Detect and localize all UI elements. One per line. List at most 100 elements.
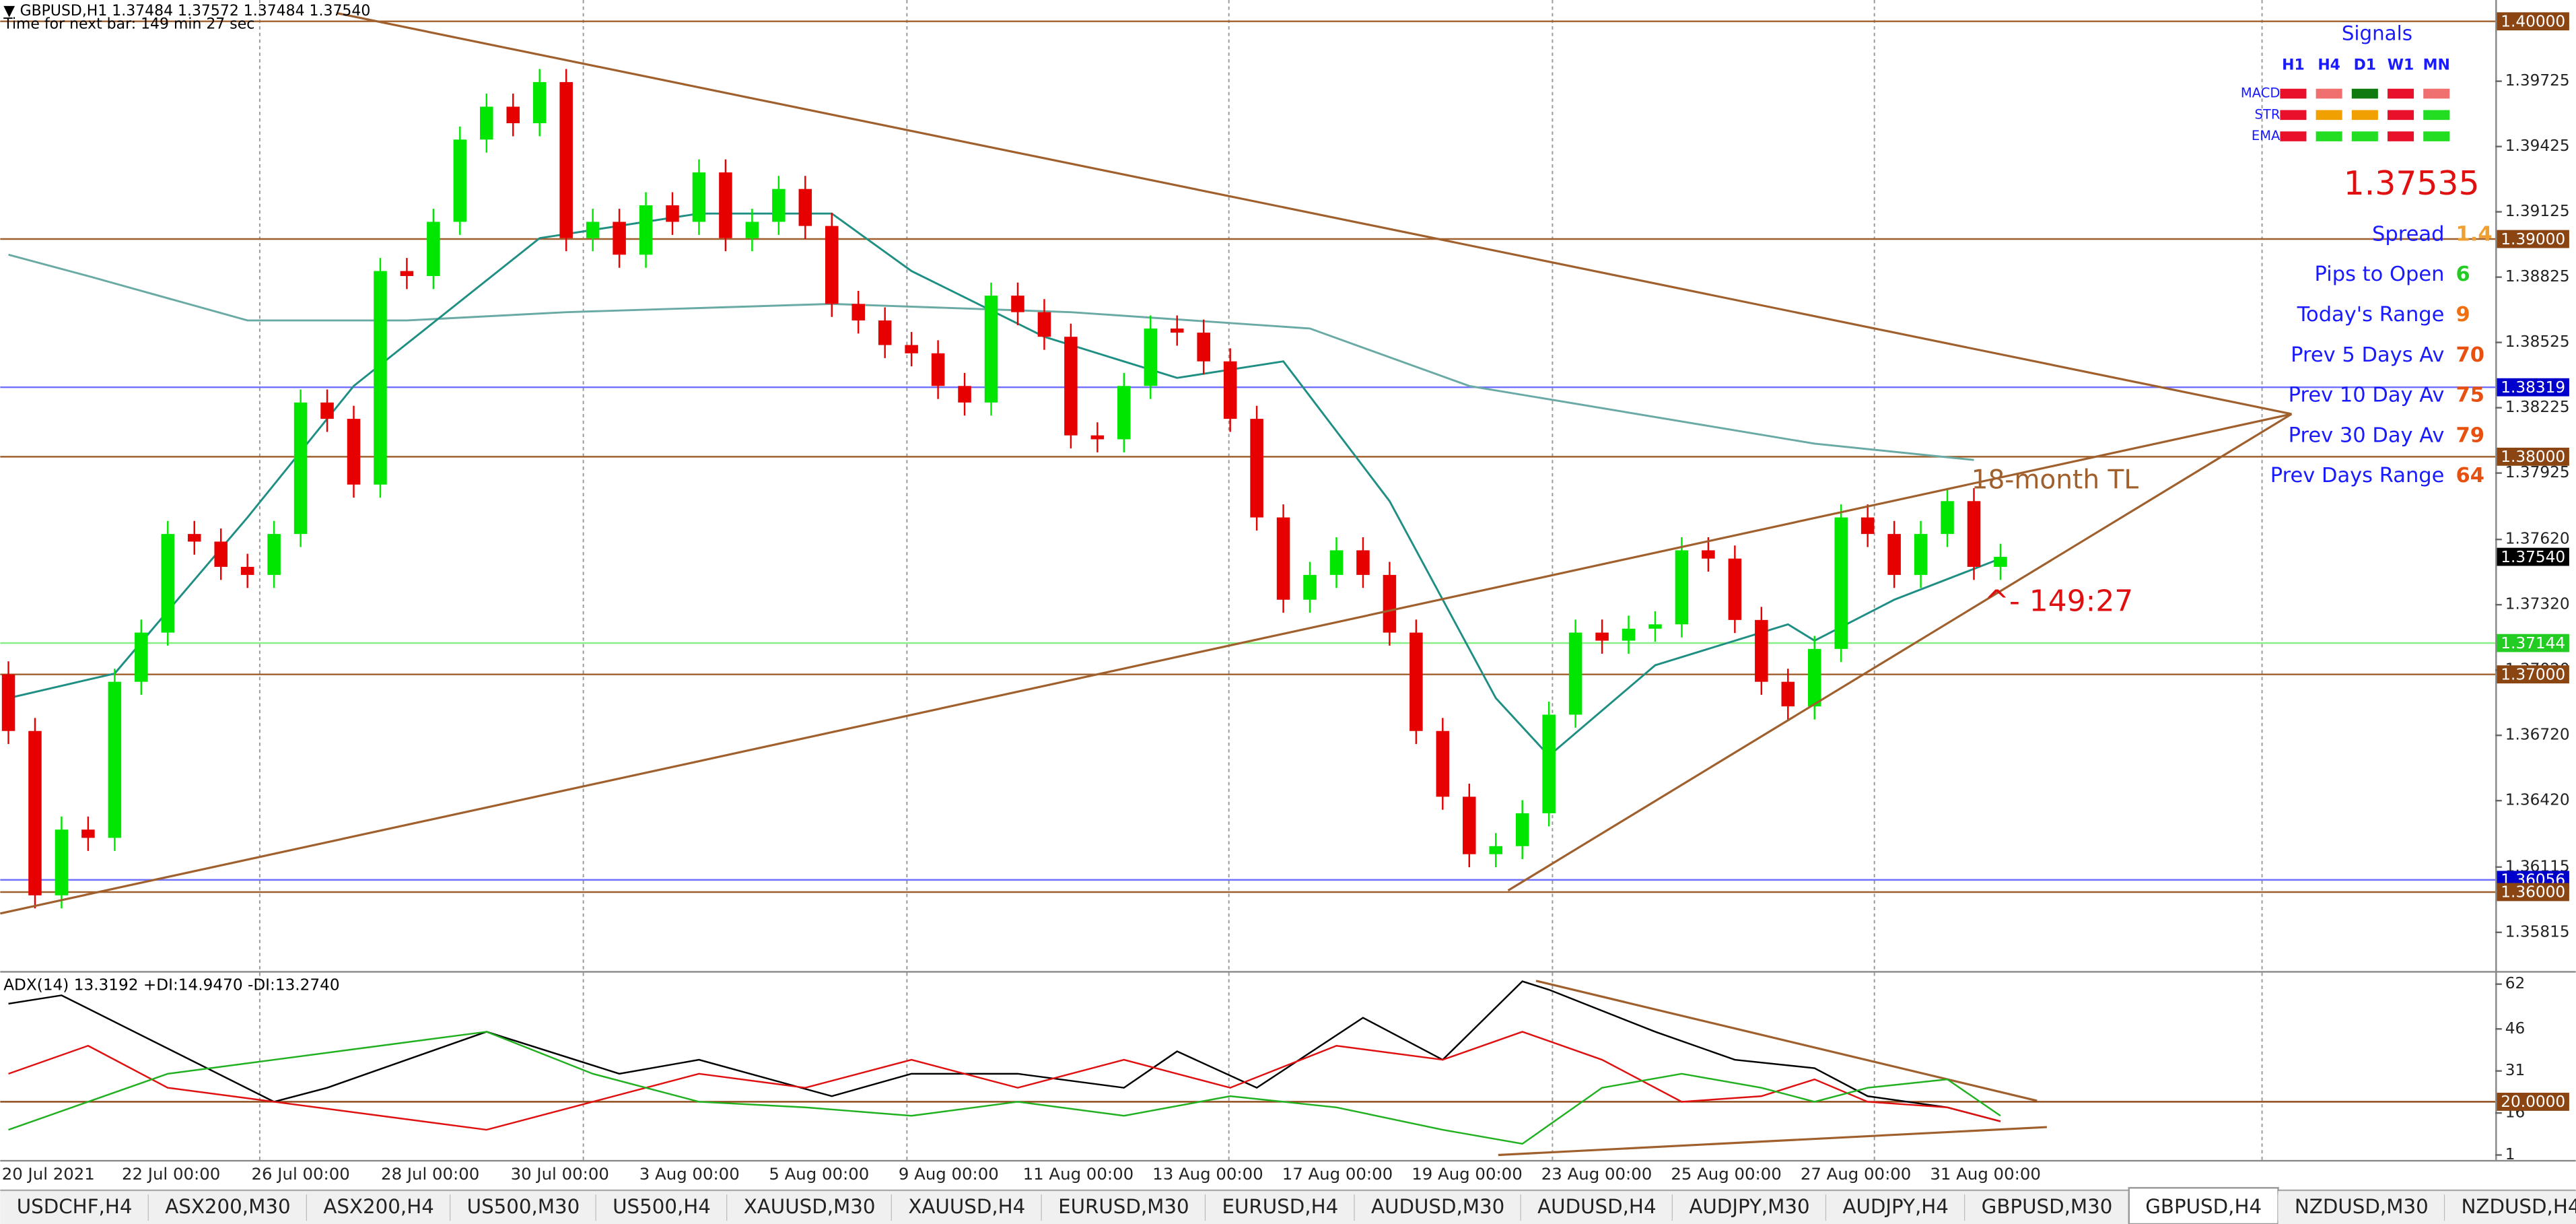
tab[interactable]: [1826, 1191, 1965, 1224]
level-box: [2497, 230, 2569, 248]
tab-label[interactable]: XAUUSD,H4: [908, 1195, 1025, 1218]
signal-cell: [2423, 110, 2450, 121]
candle-body: [1728, 558, 1742, 620]
candle-body: [506, 106, 520, 124]
candle-body: [480, 106, 493, 140]
candle-body: [108, 681, 122, 838]
tab-label[interactable]: USDCHF,H4: [17, 1195, 133, 1218]
candle-body: [825, 226, 839, 304]
candle-body: [1967, 501, 1981, 567]
level-box: [2497, 634, 2569, 652]
stat-label: Pips to Open: [2315, 263, 2445, 286]
tab[interactable]: [1672, 1191, 1827, 1224]
time-grid: [258, 0, 2263, 1160]
x-tick-label: 20 Jul 2021: [2, 1164, 95, 1184]
candle-body: [1807, 648, 1821, 707]
candle-body: [905, 345, 918, 353]
y-tick-label: 1.38825: [2505, 267, 2570, 285]
tab[interactable]: [1521, 1191, 1673, 1224]
tab[interactable]: [2278, 1191, 2445, 1224]
tab-label[interactable]: EURUSD,H4: [1222, 1195, 1338, 1218]
x-tick-label: 30 Jul 00:00: [511, 1164, 609, 1184]
stat-label: Prev 30 Day Av: [2289, 423, 2445, 447]
candle-body: [1595, 632, 1609, 641]
candle-body: [1568, 632, 1582, 715]
stat-value: 79: [2456, 423, 2484, 447]
candle-body: [1303, 574, 1317, 600]
bid-price: 1.37535: [2344, 164, 2480, 203]
tab-label[interactable]: AUDUSD,M30: [1371, 1195, 1504, 1218]
tab[interactable]: [1041, 1191, 1206, 1224]
candle-body: [347, 419, 361, 485]
x-tick-label: 28 Jul 00:00: [381, 1164, 479, 1184]
candle-body: [400, 271, 414, 276]
candle-body: [427, 222, 440, 276]
tab[interactable]: [1354, 1191, 1521, 1224]
candle-body: [1515, 813, 1529, 846]
level-label: 1.37540: [2501, 548, 2565, 566]
tab[interactable]: [596, 1191, 728, 1224]
level-label: 1.36000: [2501, 883, 2565, 902]
signal-cell: [2316, 110, 2342, 121]
candle-body: [320, 402, 334, 419]
tab-active[interactable]: [2128, 1187, 2279, 1224]
tab-label[interactable]: US500,H4: [613, 1195, 711, 1218]
tab-label[interactable]: AUDUSD,H4: [1537, 1195, 1656, 1218]
y-tick-label: 1.38525: [2505, 333, 2570, 351]
candle-body: [1755, 619, 1768, 682]
tab[interactable]: [450, 1191, 596, 1224]
tab[interactable]: [891, 1191, 1042, 1224]
tab-label[interactable]: GBPUSD,H4: [2145, 1195, 2262, 1218]
signal-cell: [2280, 88, 2307, 99]
x-tick-label: 3 Aug 00:00: [639, 1164, 740, 1184]
tab[interactable]: [148, 1191, 308, 1224]
tab[interactable]: [307, 1191, 451, 1224]
stat-label: Spread: [2372, 222, 2444, 246]
tab-label[interactable]: EURUSD,M30: [1058, 1195, 1189, 1218]
candle-body: [1356, 550, 1370, 575]
tab[interactable]: [1965, 1191, 2129, 1224]
candle-body: [187, 534, 201, 542]
y-tick-label: 1: [2505, 1145, 2515, 1163]
signal-cell: [2388, 131, 2414, 141]
signal-cell: [2423, 131, 2450, 141]
tab[interactable]: [1206, 1191, 1355, 1224]
candle-body: [1622, 628, 1636, 641]
tab-label[interactable]: ASX200,H4: [323, 1195, 433, 1218]
x-tick-label: 17 Aug 00:00: [1282, 1164, 1393, 1184]
tab[interactable]: [2445, 1191, 2576, 1224]
candle-body: [958, 386, 971, 403]
candle-body: [1144, 328, 1158, 386]
x-tick-label: 13 Aug 00:00: [1152, 1164, 1263, 1184]
x-tick-label: 26 Jul 00:00: [252, 1164, 350, 1184]
x-tick-label: 22 Jul 00:00: [122, 1164, 220, 1184]
tab-label[interactable]: NZDUSD,M30: [2295, 1195, 2429, 1218]
candle-body: [374, 271, 387, 485]
candle-body: [1197, 333, 1210, 362]
tab-bar: USDCHF,H4 ASX200,M30 ASX200,H4 US500,M30 US5…: [0, 1187, 2576, 1224]
x-tick-label: 9 Aug 00:00: [899, 1164, 999, 1184]
tab-label[interactable]: NZDUSD,H4: [2462, 1195, 2576, 1218]
candle-body: [772, 189, 786, 222]
moving-average: [8, 212, 2001, 757]
tab-label[interactable]: GBPUSD,M30: [1982, 1195, 2113, 1218]
tab[interactable]: [727, 1191, 892, 1224]
tab-label[interactable]: ASX200,M30: [165, 1195, 290, 1218]
tab-label[interactable]: AUDJPY,H4: [1842, 1195, 1948, 1218]
trendline: [1507, 413, 2293, 891]
signal-cell: [2316, 131, 2342, 141]
tab-label[interactable]: XAUUSD,M30: [744, 1195, 876, 1218]
tab[interactable]: [0, 1191, 149, 1224]
signals-panel: Signals H1 H4 D1 W1 MN MACD STR EMA 1.37535 Spread…: [2241, 22, 2493, 487]
tab-label[interactable]: AUDJPY,M30: [1689, 1195, 1809, 1218]
tab-label[interactable]: US500,M30: [467, 1195, 580, 1218]
y-tick-label: 1.39425: [2505, 137, 2570, 155]
level-label: 1.39000: [2501, 230, 2565, 248]
x-tick-label: 23 Aug 00:00: [1541, 1164, 1652, 1184]
level-box: [2497, 378, 2569, 397]
y-tick-label: 1.37925: [2505, 463, 2570, 481]
candle-body: [1409, 632, 1423, 731]
time-axis: 20 Jul 2021 22 Jul 00:00 26 Jul 00:00 28 Ju…: [2, 1164, 2041, 1184]
y-tick-label: 1.37620: [2505, 530, 2570, 548]
trendline: [337, 11, 2292, 415]
